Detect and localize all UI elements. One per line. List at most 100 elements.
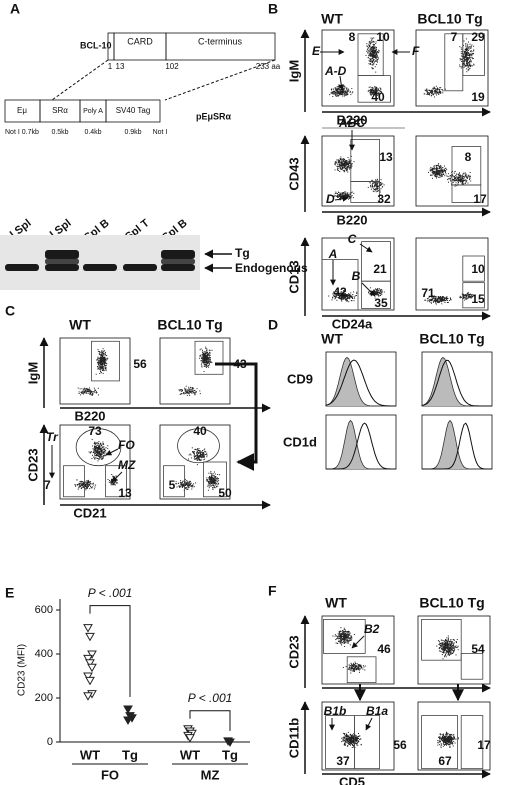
event-dot (467, 62, 469, 64)
event-dot (104, 360, 106, 362)
label: Not I 0.7kb (5, 129, 39, 136)
gate (63, 465, 85, 498)
event-dot (349, 90, 351, 92)
event-dot (375, 188, 377, 190)
event-dot (469, 53, 470, 55)
event-dot (206, 357, 208, 358)
label: BCL10 Tg (157, 317, 222, 333)
event-dot (345, 635, 347, 637)
label: BCL10 Tg (419, 331, 484, 347)
event-dot (442, 658, 444, 660)
event-dot (341, 158, 343, 160)
event-dot (374, 297, 376, 299)
event-dot (452, 170, 453, 172)
event-dot (82, 391, 84, 393)
event-dot (189, 480, 191, 482)
event-dot (460, 178, 462, 180)
event-dot (379, 291, 380, 293)
event-dot (346, 192, 348, 194)
event-dot (93, 449, 95, 451)
event-dot (343, 639, 345, 641)
event-dot (195, 457, 197, 459)
event-dot (207, 358, 209, 360)
event-dot (460, 181, 462, 182)
event-dot (445, 171, 446, 173)
event-dot (471, 57, 473, 59)
event-dot (456, 647, 458, 649)
event-dot (469, 53, 471, 55)
event-dot (96, 454, 98, 456)
event-dot (335, 291, 337, 293)
event-dot (104, 358, 106, 360)
event-dot (99, 354, 101, 356)
event-dot (210, 361, 212, 363)
event-dot (450, 176, 452, 178)
event-dot (349, 161, 351, 163)
event-dot (79, 481, 81, 483)
event-dot (192, 451, 193, 453)
event-dot (450, 653, 452, 655)
event-dot (346, 300, 348, 302)
label: IgM (25, 362, 40, 384)
event-dot (210, 476, 212, 478)
event-dot (461, 59, 463, 61)
event-dot (192, 391, 194, 393)
event-dot (371, 87, 373, 89)
event-dot (375, 91, 377, 93)
event-dot (369, 62, 371, 64)
event-dot (374, 46, 376, 48)
event-dot (371, 55, 373, 57)
event-dot (345, 295, 347, 296)
event-dot (79, 486, 81, 488)
event-dot (430, 174, 431, 176)
event-dot (336, 296, 338, 298)
event-dot (456, 177, 458, 179)
event-dot (343, 638, 344, 640)
event-dot (440, 172, 442, 174)
event-dot (205, 366, 207, 367)
event-dot (445, 647, 447, 649)
event-dot (89, 387, 90, 389)
event-dot (460, 179, 462, 181)
event-dot (99, 365, 101, 367)
event-dot (463, 183, 465, 185)
event-dot (199, 459, 201, 461)
event-dot (86, 486, 88, 488)
event-dot (345, 634, 347, 636)
event-dot (465, 53, 467, 55)
event-dot (437, 164, 439, 166)
event-dot (472, 294, 474, 295)
label: 10 (471, 262, 485, 276)
event-dot (89, 389, 91, 391)
event-dot (380, 295, 382, 296)
label: B220 (74, 408, 105, 423)
event-dot (338, 166, 340, 168)
event-dot (181, 393, 182, 395)
event-dot (104, 449, 106, 451)
event-dot (367, 45, 368, 47)
event-dot (348, 161, 350, 163)
event-dot (341, 633, 343, 635)
event-dot (103, 364, 105, 366)
event-dot (370, 287, 372, 289)
event-dot (465, 48, 466, 50)
event-dot (442, 641, 444, 643)
event-dot (436, 297, 438, 299)
event-dot (444, 641, 446, 642)
event-dot (103, 452, 105, 454)
event-dot (89, 481, 91, 483)
event-dot (353, 161, 355, 163)
plot-frame (321, 701, 395, 771)
event-dot (83, 391, 85, 393)
event-dot (471, 56, 473, 58)
event-dot (464, 294, 466, 295)
event-dot (205, 351, 207, 353)
event-dot (350, 666, 352, 668)
label: BCL10 Tg (417, 11, 482, 27)
event-dot (437, 88, 439, 90)
event-dot (344, 165, 346, 167)
event-dot (465, 55, 466, 57)
event-dot (464, 59, 466, 60)
event-dot (206, 353, 208, 355)
event-dot (339, 298, 341, 299)
